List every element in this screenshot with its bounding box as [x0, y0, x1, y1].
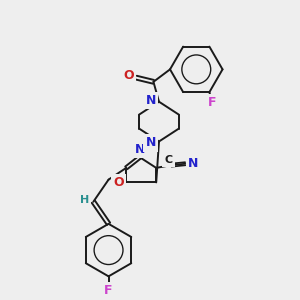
Text: F: F — [104, 284, 113, 297]
Text: C: C — [165, 155, 173, 165]
Text: F: F — [208, 96, 216, 109]
Text: N: N — [146, 136, 156, 149]
Text: N: N — [135, 143, 145, 156]
Text: O: O — [113, 176, 124, 189]
Text: H: H — [80, 195, 89, 206]
Text: H: H — [114, 179, 123, 189]
Text: O: O — [123, 69, 134, 82]
Text: N: N — [146, 94, 156, 107]
Text: N: N — [188, 157, 198, 170]
